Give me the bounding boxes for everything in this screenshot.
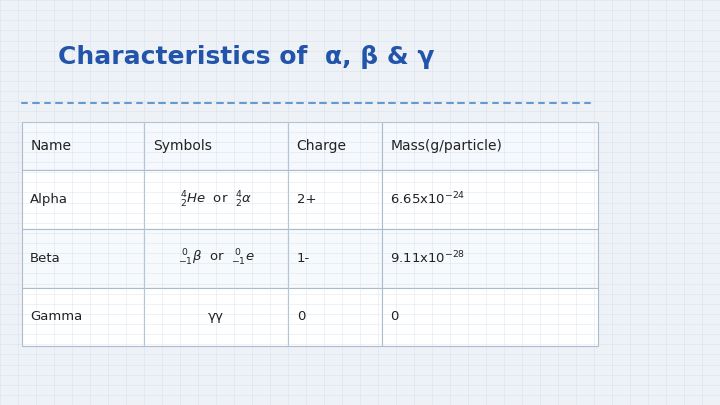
Text: 2+: 2+ <box>297 193 316 206</box>
Text: Characteristics of  α, β & γ: Characteristics of α, β & γ <box>58 45 434 69</box>
Bar <box>22 229 144 288</box>
Bar <box>382 288 598 346</box>
Bar <box>288 288 382 346</box>
Bar <box>22 122 144 170</box>
Text: Name: Name <box>30 139 71 153</box>
Text: Symbols: Symbols <box>153 139 212 153</box>
Bar <box>382 170 598 229</box>
Text: Beta: Beta <box>30 252 61 265</box>
Text: 6.65x10$^{-24}$: 6.65x10$^{-24}$ <box>390 191 466 208</box>
Bar <box>22 170 144 229</box>
Text: Mass(g/particle): Mass(g/particle) <box>390 139 502 153</box>
Bar <box>382 122 598 170</box>
Text: Alpha: Alpha <box>30 193 68 206</box>
Bar <box>144 122 288 170</box>
Bar <box>144 229 288 288</box>
Text: 1-: 1- <box>297 252 310 265</box>
Bar <box>382 229 598 288</box>
Bar <box>144 170 288 229</box>
Bar <box>22 288 144 346</box>
Text: $\mathit{^4_2He}$  or  $\mathit{^4_2\alpha}$: $\mathit{^4_2He}$ or $\mathit{^4_2\alpha… <box>180 190 252 209</box>
Text: Gamma: Gamma <box>30 310 83 324</box>
Text: γγ: γγ <box>208 310 224 324</box>
Bar <box>288 229 382 288</box>
Text: 0: 0 <box>390 310 399 324</box>
Text: 9.11x10$^{-28}$: 9.11x10$^{-28}$ <box>390 250 466 266</box>
Bar <box>288 170 382 229</box>
Bar <box>288 122 382 170</box>
Text: 0: 0 <box>297 310 305 324</box>
Bar <box>144 288 288 346</box>
Text: Charge: Charge <box>297 139 346 153</box>
Text: $\mathit{^{\ 0}_{-1}\beta}$  or  $\mathit{^{\ 0}_{-1}e}$: $\mathit{^{\ 0}_{-1}\beta}$ or $\mathit{… <box>178 248 254 268</box>
